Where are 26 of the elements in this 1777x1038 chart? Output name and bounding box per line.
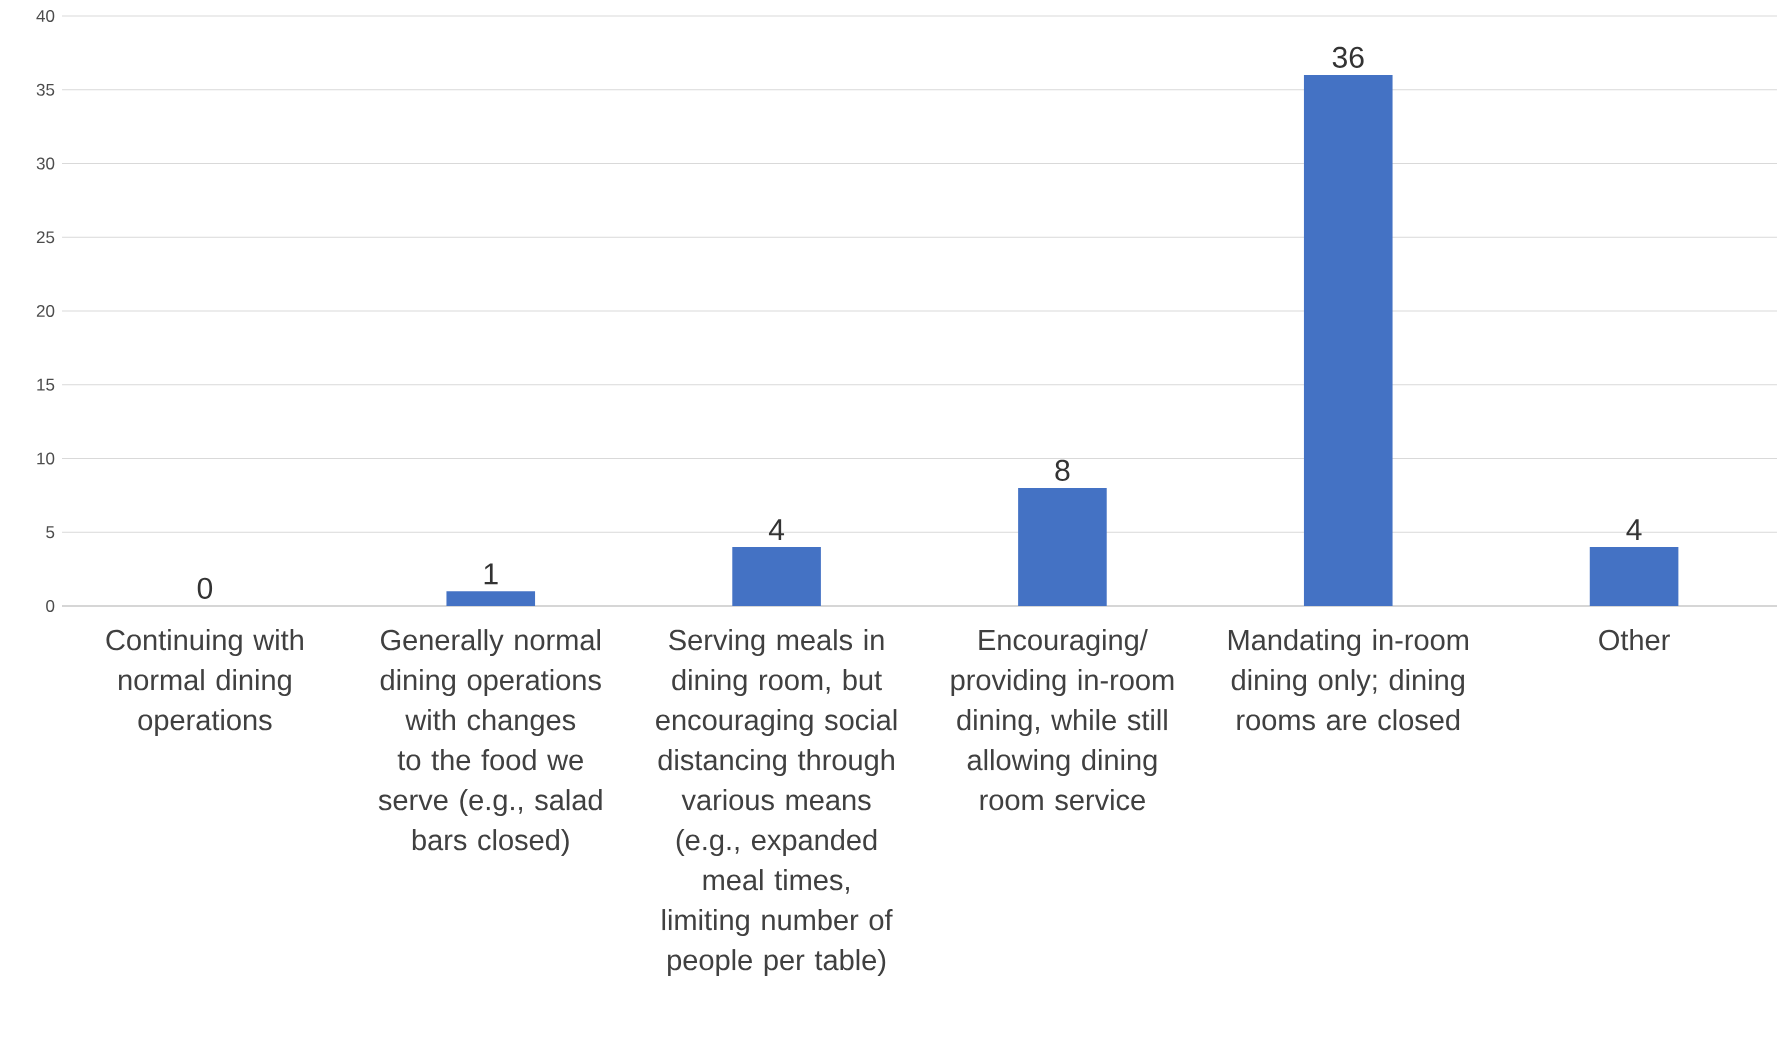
x-tick-label: Other	[1599, 629, 1670, 651]
data-label: 8	[1055, 459, 1070, 481]
x-tick-label: Encouraging/ providing in-room dining, while still allowing dining room service	[951, 629, 1174, 811]
bar	[1303, 75, 1393, 606]
data-label: 4	[1626, 519, 1642, 540]
y-tick-label: 0	[46, 599, 55, 612]
y-tick-label: 25	[36, 231, 55, 244]
bar	[1018, 487, 1107, 606]
y-tick-label: 40	[36, 9, 55, 23]
y-tick-label: 30	[36, 157, 55, 170]
y-tick-label: 10	[37, 452, 55, 465]
y-tick-label: 35	[36, 83, 55, 96]
data-label: 4	[768, 519, 785, 540]
data-label: 36	[1332, 46, 1364, 68]
bar	[446, 591, 536, 606]
y-tick-label: 5	[46, 526, 55, 539]
x-tick-label: Continuing with normal dining operations	[106, 629, 303, 737]
data-label: 1	[484, 563, 498, 585]
data-label: 0	[197, 577, 213, 599]
y-tick-label: 20	[36, 304, 55, 317]
category-label: Serving meals in dining room, but encouraging social distancing through various means (e.g., expanded meal times, limiting number of people per table)	[656, 629, 897, 977]
x-tick-label: Generally normal dining operations with changes to the food we serve (e.g., salad bars closed)	[378, 629, 602, 857]
x-tick-label: Mandating in-room dining only; dining rooms are closed	[1228, 629, 1468, 731]
bar	[1589, 546, 1679, 606]
bar	[732, 546, 821, 606]
y-tick-label: 15	[37, 378, 55, 391]
